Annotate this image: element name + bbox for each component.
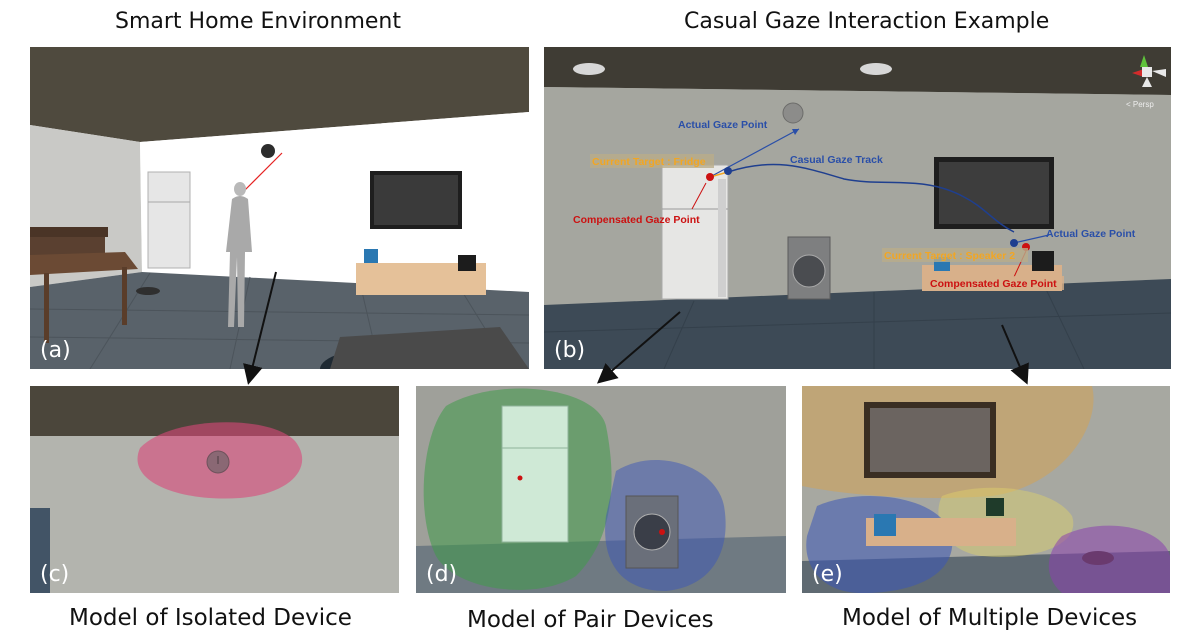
panel-e-multiple-devices: (e) [802, 386, 1170, 593]
scene-gizmo-icon[interactable] [1132, 55, 1166, 87]
panel-label-a: (a) [40, 338, 71, 363]
scene-b: Actual Gaze Point Casual Gaze Track Curr… [544, 47, 1171, 369]
scene-a [30, 47, 529, 369]
scene-e [802, 386, 1170, 593]
arrow-b-to-d [596, 311, 681, 384]
panel-label-e: (e) [812, 562, 843, 587]
current-target-speaker-label: Current Target : Speaker 2 [884, 250, 1015, 262]
panel-c-isolated-device: (c) [30, 386, 399, 593]
heading-casual-gaze: Casual Gaze Interaction Example [684, 9, 1050, 34]
casual-gaze-track-label: Casual Gaze Track [790, 154, 883, 166]
panel-label-c: (c) [40, 562, 70, 587]
actual-gaze-point-label-2: Actual Gaze Point [1046, 228, 1136, 240]
scene-d [416, 386, 786, 593]
actual-gaze-point-label-1: Actual Gaze Point [678, 119, 768, 131]
caption-multiple-devices: Model of Multiple Devices [842, 605, 1138, 631]
caption-pair-devices: Model of Pair Devices [467, 607, 714, 633]
panel-b-gaze-example: Actual Gaze Point Casual Gaze Track Curr… [544, 47, 1171, 369]
panel-a-smart-home: (a) [30, 47, 529, 369]
panel-label-b: (b) [554, 338, 586, 363]
arrow-a-to-c [243, 271, 277, 385]
compensated-gaze-point-label-2: Compensated Gaze Point [930, 278, 1057, 290]
persp-label[interactable]: < Persp [1126, 100, 1154, 109]
panel-d-pair-devices: (d) [416, 386, 786, 593]
current-target-fridge-label: Current Target : Fridge [592, 156, 706, 168]
scene-c [30, 386, 399, 593]
panel-label-d: (d) [426, 562, 458, 587]
compensated-gaze-point-label-1: Compensated Gaze Point [573, 214, 700, 226]
caption-isolated-device: Model of Isolated Device [69, 605, 352, 631]
heading-smart-home: Smart Home Environment [115, 9, 401, 34]
arrow-b-to-e [1001, 324, 1029, 385]
